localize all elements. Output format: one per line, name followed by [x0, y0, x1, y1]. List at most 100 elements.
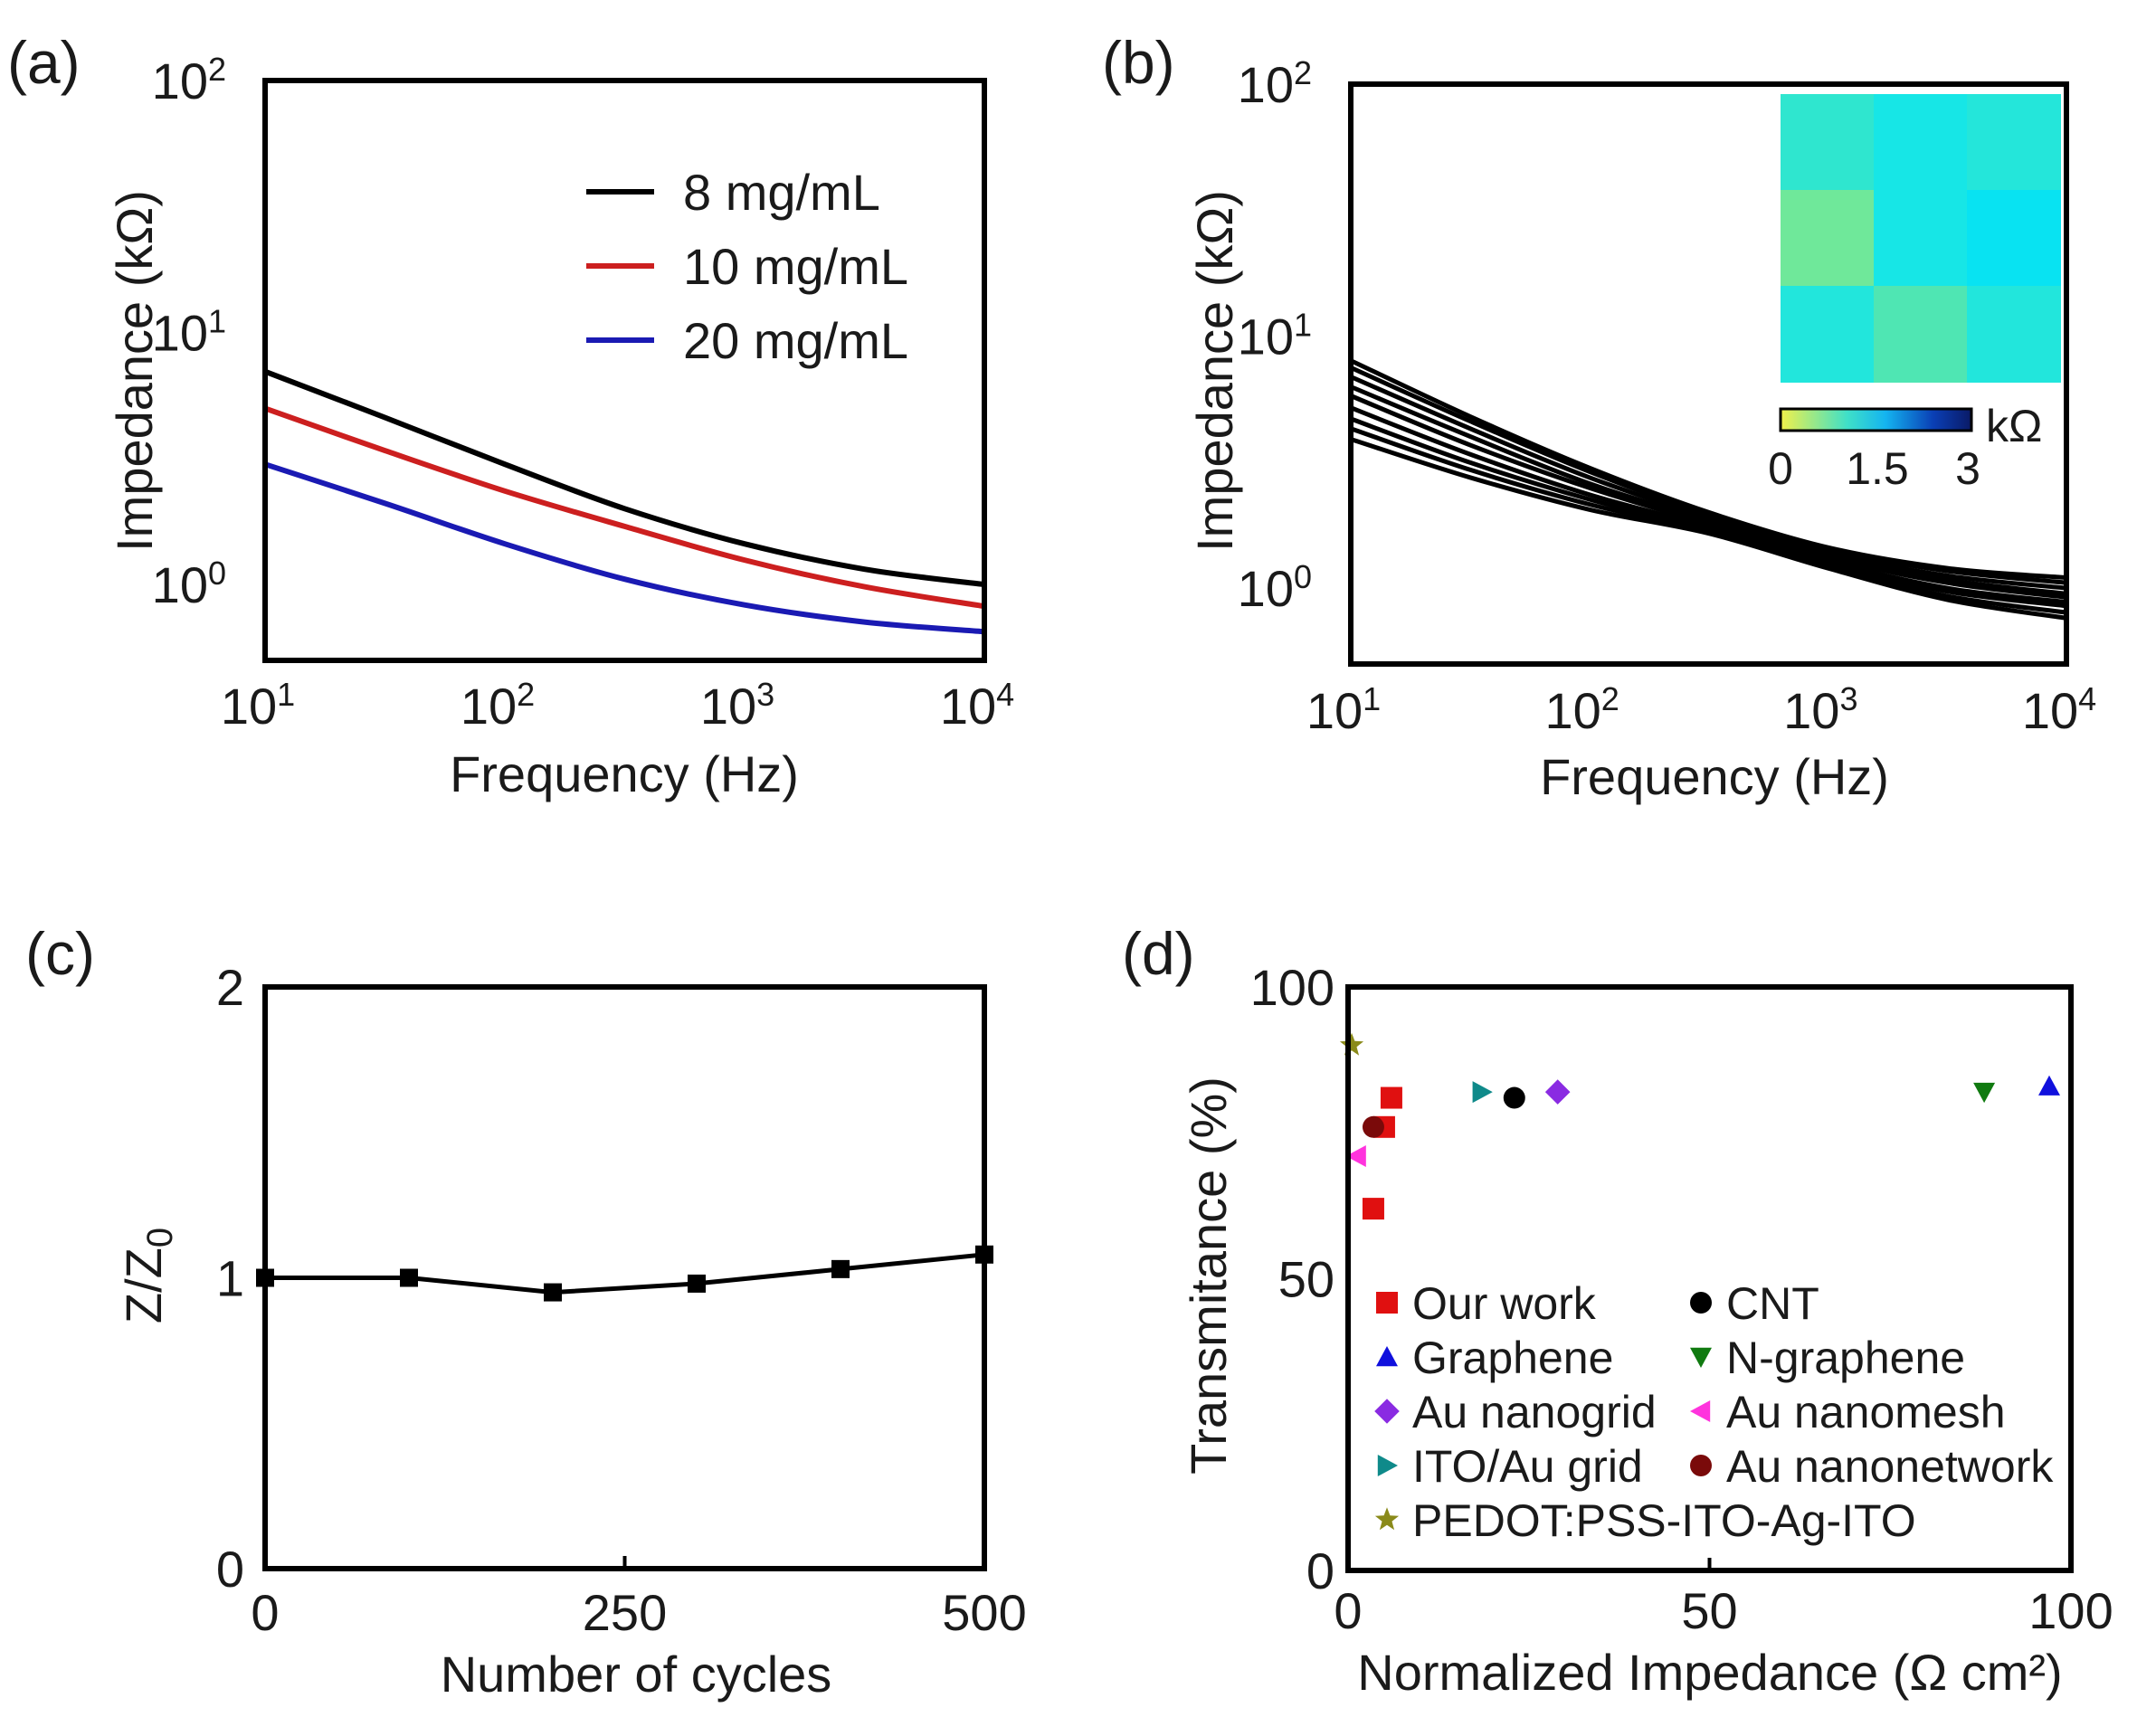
panel-a-y-tick-1: 101 [152, 303, 226, 362]
panel-b-y-tick-0-base: 10 [1238, 560, 1294, 617]
panel-a-x-tick-0-base: 10 [221, 678, 277, 735]
panel-b-x-tick-1-exp: 2 [1601, 680, 1619, 717]
panel-a-y-tick-2: 102 [152, 51, 226, 109]
panel-a-x-tick-1-base: 10 [461, 678, 517, 735]
panel-b-line-9 [1350, 437, 2067, 621]
panel-a-x-tick-0: 101 [221, 676, 295, 735]
panel-d-point-4-0 [1973, 1082, 1996, 1104]
panel-c-y-ticks: 0 1 2 [216, 959, 244, 1598]
panel-a-label: (a) [7, 29, 81, 96]
panel-b-heatmap-cell-1-1 [1874, 190, 1968, 287]
panel-d-point-2-0 [1503, 1086, 1525, 1109]
panel-b-y-tick-2-base: 10 [1238, 56, 1294, 113]
panel-d-point-1-0 [1362, 1198, 1384, 1220]
panel-a-y-tick-2-base: 10 [152, 52, 208, 109]
panel-a-y-tick-1-exp: 1 [208, 303, 226, 340]
panel-a-line-2 [264, 405, 985, 610]
panel-a-x-tick-2-base: 10 [700, 678, 756, 735]
panel-b-heatmap-cell-1-0 [1781, 190, 1875, 287]
panel-a-x-tick-3: 104 [940, 676, 1014, 735]
panel-d-legend-label-8: Au nanonetwork [1726, 1441, 2054, 1492]
panel-b-x-tick-0-exp: 1 [1363, 680, 1381, 717]
panel-d: (d) 0 50 100 0 50 100 Normalized Impedance (… [1122, 920, 2113, 1701]
panel-b-y-tick-1-base: 10 [1238, 308, 1294, 365]
panel-a-x-tick-3-exp: 4 [996, 676, 1014, 713]
panel-d-legend-label-9: PEDOT:PSS-ITO-Ag-ITO [1412, 1495, 1916, 1546]
panel-d-legend-marker-8 [1690, 1455, 1712, 1476]
panel-b-line-5 [1350, 394, 2067, 600]
panel-c-y-tick-0: 0 [216, 1541, 244, 1598]
panel-b-y-tick-2-exp: 2 [1294, 54, 1312, 91]
panel-d-label: (d) [1122, 920, 1195, 987]
panel-d-point-9-0 [1339, 1032, 1364, 1056]
panel-b-line-3 [1350, 375, 2067, 591]
panel-d-point-3-0 [2038, 1075, 2060, 1096]
panel-c-point-2 [544, 1283, 562, 1302]
panel-b-x-tick-3: 104 [2022, 680, 2096, 739]
panel-c-x-tick-2: 500 [942, 1584, 1026, 1641]
panel-a-x-tick-1: 102 [461, 676, 535, 735]
panel-a-x-axis-label: Frequency (Hz) [450, 745, 799, 802]
panel-b-heatmap-cell-0-1 [1874, 94, 1968, 191]
panel-d-x-axis-label: Normalized Impedance (Ω cm²) [1357, 1644, 2062, 1701]
panel-b-x-tick-1: 102 [1545, 680, 1619, 739]
panel-d-legend-marker-4 [1690, 1347, 1712, 1368]
panel-d-legend-marker-5 [1374, 1399, 1400, 1424]
panel-d-legend-marker-9 [1374, 1507, 1400, 1531]
panel-d-legend-label-4: N-graphene [1726, 1333, 1965, 1383]
panel-a-legend-label-2: 10 mg/mL [683, 238, 908, 295]
panel-d-legend-marker-6 [1690, 1400, 1711, 1422]
panel-d-legend-label-3: Graphene [1412, 1333, 1613, 1383]
panel-a-x-tick-2: 103 [700, 676, 774, 735]
panel-b-y-tick-0-exp: 0 [1294, 558, 1312, 595]
panel-c-plot-area [256, 1245, 993, 1302]
panel-b-x-tick-1-base: 10 [1545, 682, 1601, 739]
panel-b-x-ticks: 101 102 103 104 [1306, 680, 2096, 739]
panel-d-x-tick-2: 100 [2028, 1582, 2113, 1639]
panel-b-heatmap-cell-2-0 [1781, 286, 1875, 383]
panel-d-legend-marker-1 [1376, 1292, 1398, 1314]
panel-c-y-tick-1: 1 [216, 1250, 244, 1307]
panel-b-plot-area [1349, 358, 2067, 621]
panel-b-y-axis-label: Impedance (kΩ) [1186, 190, 1243, 552]
panel-d-point-1-2 [1380, 1086, 1402, 1109]
panel-b-line-6 [1350, 405, 2067, 605]
panel-b-colorbar-tick-max: 3 [1955, 443, 1980, 494]
panel-b-colorbar-unit: kΩ [1986, 401, 2042, 451]
panel-c-y-tick-2: 2 [216, 959, 244, 1016]
panel-c: (c) 012 0 250 500 Number of cycles Z/Z0 [25, 920, 1027, 1703]
panel-d-y-axis-label: Transmitance (%) [1180, 1077, 1237, 1475]
panel-a-x-tick-2-exp: 3 [756, 676, 774, 713]
panel-b-colorbar-tick-min: 0 [1768, 443, 1793, 494]
panel-c-line [265, 1252, 985, 1295]
panel-b-heatmap-cell-2-2 [1967, 286, 2061, 383]
panel-b-y-tick-1: 101 [1238, 307, 1312, 365]
panel-a-legend-label-3: 20 mg/mL [683, 312, 908, 369]
panel-b-x-tick-2-base: 10 [1783, 682, 1839, 739]
panel-a-plot-area [263, 368, 985, 635]
panel-c-y-axis-label-main: Z/Z [115, 1247, 172, 1323]
panel-d-legend-label-6: Au nanomesh [1726, 1387, 2006, 1437]
panel-a-x-tick-1-exp: 2 [517, 676, 535, 713]
panel-a-y-tick-1-base: 10 [152, 305, 208, 362]
panel-b-heatmap-cell-1-2 [1967, 190, 2061, 287]
panel-c-x-axis-label: Number of cycles [441, 1646, 832, 1703]
panel-c-y-axis-label-sub: 0 [140, 1228, 180, 1247]
panel-d-x-tick-0: 0 [1334, 1582, 1362, 1639]
panel-a-legend-label-1: 8 mg/mL [683, 164, 880, 221]
panel-b-colorbar-tick-mid: 1.5 [1846, 443, 1909, 494]
panel-b-frame [1348, 81, 2069, 667]
panel-d-plot-area [1339, 1032, 2060, 1220]
panel-c-point-1 [400, 1268, 418, 1287]
panel-c-x-ticks: 0 250 500 [251, 1556, 1027, 1641]
panel-b-inset-heatmap [1781, 94, 2061, 383]
panel-d-point-6-0 [1345, 1145, 1366, 1167]
panel-d-legend: Our work CNT Graphene N-graphene Au nanogrid… [1374, 1278, 2054, 1546]
panel-d-x-tick-1: 50 [1681, 1582, 1737, 1639]
panel-b-x-tick-0-base: 10 [1306, 682, 1363, 739]
panel-b-y-tick-0: 100 [1238, 558, 1312, 617]
panel-b-y-tick-1-exp: 1 [1294, 307, 1312, 344]
